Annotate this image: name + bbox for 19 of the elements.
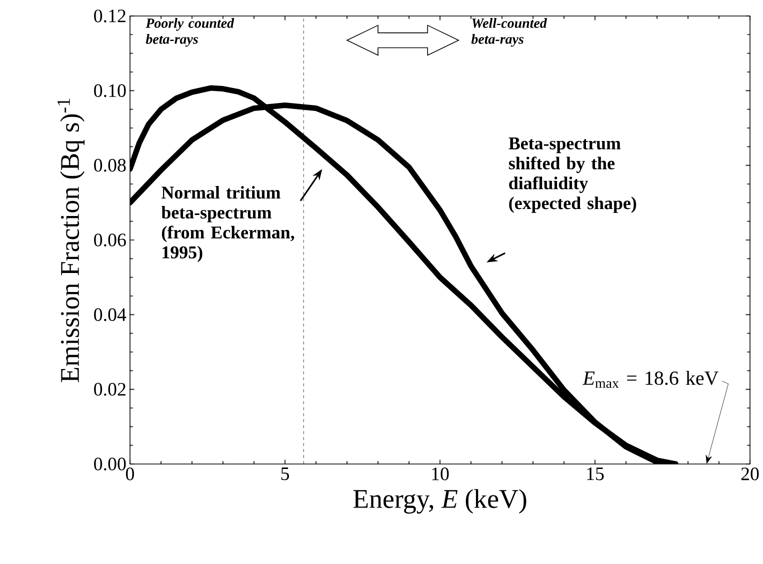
y-tick-label: 0.06 xyxy=(94,234,126,246)
y-axis-title: Emission Fraction (Bq s)$^{-1}$ xyxy=(57,98,85,382)
x-tick-label: 20 xyxy=(741,468,759,480)
y-tick-label: 0.02 xyxy=(94,382,126,396)
annotation: Well-counted beta-rays xyxy=(471,18,548,47)
y-tick-label: 0.04 xyxy=(94,308,126,322)
y-tick-label: 0.00 xyxy=(94,458,126,470)
x-tick-label: 5 xyxy=(281,468,289,480)
x-tick-label: 15 xyxy=(587,468,604,480)
y-tick-label: 0.08 xyxy=(94,158,126,172)
annotation: Beta-spectrum shifted by the diafluidity (expected shape) xyxy=(508,138,636,213)
annotation: Normal tritium beta-spectrum (from Eckerman, 1995) xyxy=(161,186,294,262)
x-axis-title: Energy, E (keV) xyxy=(353,489,526,514)
x-tick-label: 0 xyxy=(126,468,134,480)
annotation: E$_{max}$ = 18.6 keV xyxy=(582,370,718,388)
y-tick-label: 0.10 xyxy=(94,84,126,98)
annotation: Poorly counted beta-rays xyxy=(146,18,234,47)
y-tick-label: 0.12 xyxy=(94,10,126,22)
x-tick-label: 10 xyxy=(432,468,449,480)
